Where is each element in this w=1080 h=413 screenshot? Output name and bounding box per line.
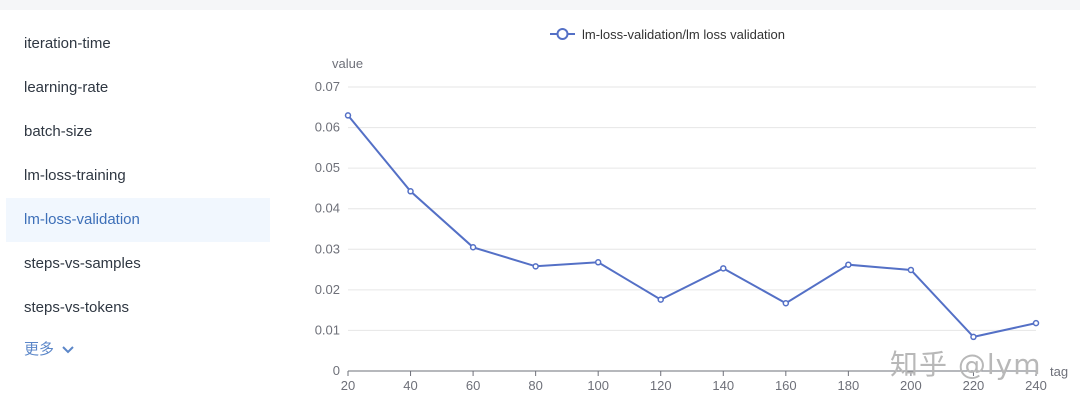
sidebar: iteration-time learning-rate batch-size … [6,22,270,370]
x-tick-label: 160 [775,378,797,393]
y-tick-label: 0.05 [315,160,340,175]
x-tick-label: 200 [900,378,922,393]
axis-layer: 0 0.01 0.02 0.03 0.04 0.05 0.06 0.07 20 40 60 80 100… [315,56,1068,393]
data-point [532,263,539,270]
y-tick-label: 0.02 [315,282,340,297]
y-tick-label: 0.06 [315,120,340,135]
x-tick-label: 80 [528,378,542,393]
x-tick-label: 120 [650,378,672,393]
chart-area: 0 0.01 0.02 0.03 0.04 0.05 0.06 0.07 20 40 60 80 100… [280,10,1080,413]
data-point [782,299,790,307]
y-tick-label: 0.03 [315,241,340,256]
data-point [970,333,977,341]
y-tick-label: 0.04 [315,201,340,216]
data-point [657,296,664,303]
x-tick-label: 40 [403,378,417,393]
data-point [594,259,602,266]
data-point [845,261,852,268]
x-tick-label: 220 [963,378,985,393]
grid-layer [348,86,1036,331]
sidebar-item-steps-vs-samples[interactable]: steps-vs-samples [24,255,141,272]
sidebar-item-lm-loss-training[interactable]: lm-loss-training [24,167,126,184]
sidebar-item-iteration-time[interactable]: iteration-time [24,35,111,52]
chevron-down-icon [62,346,74,354]
y-tick-label: 0.07 [315,79,340,94]
line-chart: 0 0.01 0.02 0.03 0.04 0.05 0.06 0.07 20 40 60 80 100… [315,27,1068,393]
x-tick-label: 60 [466,378,480,393]
data-point [344,112,352,119]
sidebar-item-steps-vs-tokens[interactable]: steps-vs-tokens [24,299,130,316]
data-point [407,188,414,195]
y-axis-label: value [332,56,363,71]
x-tick-label: 20 [341,378,355,393]
data-point [907,266,915,274]
y-tick-label: 0.01 [315,322,340,337]
top-bar [0,0,1080,10]
x-tick-label: 140 [712,378,734,393]
data-point [720,265,727,272]
x-tick-label: 180 [838,378,860,393]
sidebar-item-learning-rate[interactable]: learning-rate [24,79,109,96]
series-line [347,114,1037,338]
x-axis-label: tag [1050,364,1068,379]
x-tick-label: 100 [587,378,609,393]
sidebar-item-batch-size[interactable]: batch-size [24,123,93,140]
sidebar-item-lm-loss-validation[interactable]: lm-loss-validation [6,198,270,242]
legend[interactable]: lm-loss-validation/lm loss validation [550,27,785,42]
series-layer [344,112,1040,341]
data-point [1032,319,1040,327]
legend-label: lm-loss-validation/lm loss validation [582,27,785,42]
more-label: 更多 [24,341,55,358]
y-tick-label: 0 [333,363,340,378]
more-button[interactable]: 更多 [6,330,270,370]
x-tick-label: 240 [1025,378,1047,393]
data-point [469,244,477,251]
legend-marker-icon [556,28,569,40]
